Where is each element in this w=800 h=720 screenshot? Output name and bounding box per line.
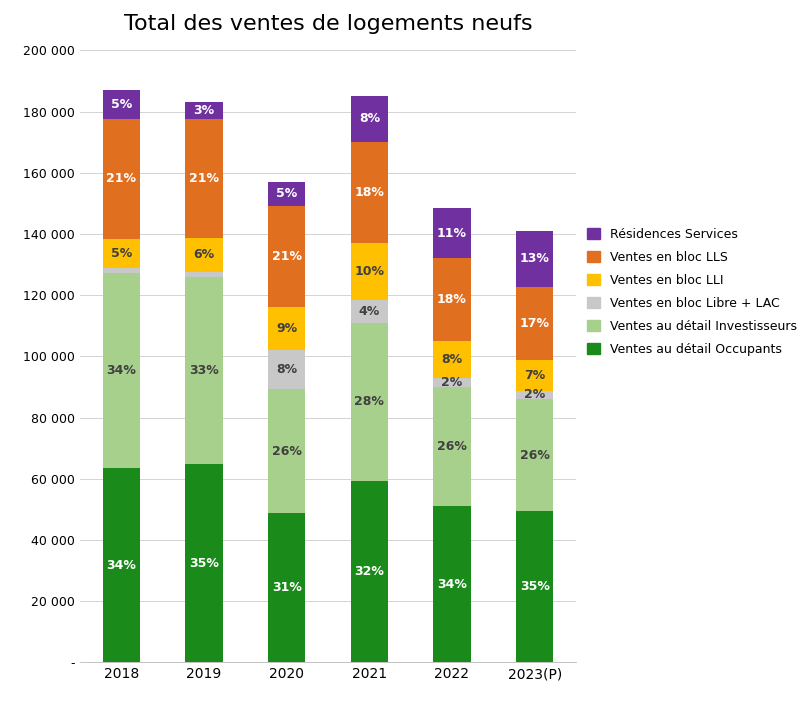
Text: 2%: 2% — [442, 376, 462, 389]
Text: 2%: 2% — [524, 388, 546, 401]
Text: 8%: 8% — [358, 112, 380, 125]
Bar — [516, 361, 554, 390]
Bar — [268, 307, 306, 350]
Text: 8%: 8% — [442, 353, 462, 366]
Bar — [268, 206, 306, 307]
Bar — [102, 274, 140, 468]
Text: 5%: 5% — [110, 98, 132, 111]
Bar — [102, 268, 140, 274]
Text: 33%: 33% — [189, 364, 219, 377]
Text: 10%: 10% — [354, 265, 384, 279]
Bar — [434, 208, 470, 258]
Bar — [516, 390, 554, 399]
Text: 31%: 31% — [272, 582, 302, 595]
Text: 7%: 7% — [524, 369, 546, 382]
Bar — [186, 238, 222, 271]
Text: 21%: 21% — [272, 250, 302, 263]
Title: Total des ventes de logements neufs: Total des ventes de logements neufs — [124, 14, 532, 34]
Text: 18%: 18% — [437, 293, 467, 306]
Bar — [516, 399, 554, 511]
Text: 11%: 11% — [437, 227, 467, 240]
Text: 21%: 21% — [106, 172, 136, 185]
Bar — [434, 506, 470, 662]
Bar — [434, 258, 470, 341]
Bar — [186, 119, 222, 238]
Bar — [186, 464, 222, 662]
Text: 6%: 6% — [194, 248, 214, 261]
Bar — [268, 182, 306, 206]
Bar — [186, 271, 222, 277]
Bar — [268, 389, 306, 513]
Text: 4%: 4% — [358, 305, 380, 318]
Text: 26%: 26% — [272, 444, 302, 457]
Bar — [516, 287, 554, 361]
Text: 5%: 5% — [276, 187, 298, 200]
Text: 34%: 34% — [106, 559, 136, 572]
Text: 3%: 3% — [194, 104, 214, 117]
Bar — [350, 323, 388, 481]
Text: 28%: 28% — [354, 395, 384, 408]
Text: 18%: 18% — [354, 186, 384, 199]
Text: 32%: 32% — [354, 565, 384, 578]
Bar — [434, 378, 470, 387]
Text: 34%: 34% — [437, 578, 467, 591]
Bar — [186, 277, 222, 464]
Bar — [102, 119, 140, 239]
Text: 17%: 17% — [520, 318, 550, 330]
Bar — [350, 481, 388, 662]
Bar — [350, 300, 388, 323]
Text: 35%: 35% — [520, 580, 550, 593]
Bar — [516, 511, 554, 662]
Bar — [268, 513, 306, 662]
Text: 34%: 34% — [106, 364, 136, 377]
Bar — [102, 90, 140, 119]
Text: 9%: 9% — [276, 322, 298, 335]
Bar — [350, 243, 388, 300]
Bar — [350, 96, 388, 142]
Bar — [102, 239, 140, 268]
Text: 21%: 21% — [189, 172, 219, 185]
Bar — [350, 142, 388, 243]
Bar — [102, 468, 140, 662]
Text: 5%: 5% — [110, 247, 132, 260]
Bar — [434, 341, 470, 378]
Text: 35%: 35% — [189, 557, 219, 570]
Bar — [516, 231, 554, 287]
Text: 13%: 13% — [520, 253, 550, 266]
Legend: Résidences Services, Ventes en bloc LLS, Ventes en bloc LLI, Ventes en bloc Libr: Résidences Services, Ventes en bloc LLS,… — [587, 228, 797, 356]
Text: 26%: 26% — [520, 449, 550, 462]
Bar — [268, 350, 306, 389]
Text: 8%: 8% — [276, 363, 298, 376]
Bar — [186, 102, 222, 119]
Bar — [434, 387, 470, 506]
Text: 26%: 26% — [437, 440, 467, 453]
